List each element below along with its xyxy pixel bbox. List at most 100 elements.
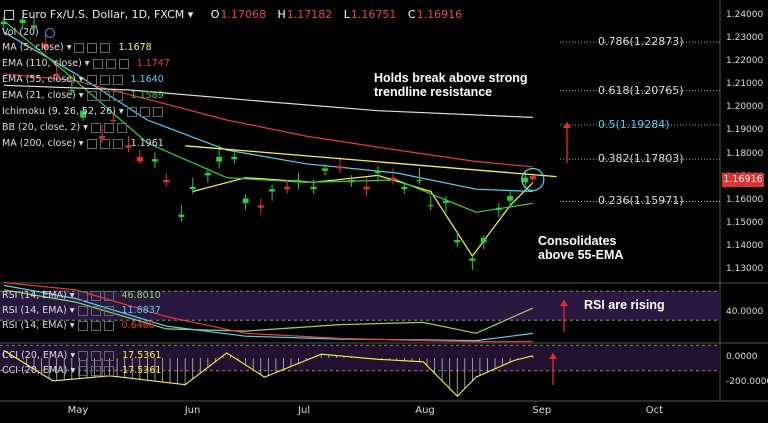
dropdown-icon[interactable]: ▾ [67,350,76,361]
dropdown-icon[interactable]: ▾ [63,42,72,53]
indicator-label: RSI (14, EMA) [2,305,67,316]
indicator-legend-item[interactable]: MA (200, close) ▾ 1.1961 [2,138,164,150]
fib-level-label: 0.618(1.20765) [598,83,684,97]
add-icon[interactable] [91,365,102,376]
add-icon[interactable] [90,290,101,301]
candle [529,176,536,180]
dropdown-icon[interactable]: ▾ [66,320,75,331]
indicator-legend-item[interactable]: EMA (21, close) ▾ 1.1589 [2,90,164,102]
settings-icon[interactable] [77,320,88,331]
trendline [185,145,557,178]
add-icon[interactable] [99,90,110,101]
close-icon[interactable] [152,106,163,117]
add-icon[interactable] [139,106,150,117]
open-value: 1.17068 [220,8,266,21]
cci-line [3,349,533,397]
dropdown-icon[interactable]: ▾ [75,138,84,149]
dropdown-icon[interactable]: ▾ [67,365,76,376]
candle [216,156,223,162]
time-tick-label: Jun [184,405,201,416]
candle [68,89,75,91]
settings-icon[interactable] [86,138,97,149]
candle [110,119,117,122]
add-icon[interactable] [90,320,101,331]
indicator-label: EMA (110, close) [2,58,82,69]
rsi-arrow-head [560,300,568,306]
add-icon[interactable] [99,74,110,85]
dropdown-icon[interactable]: ▾ [80,122,88,133]
settings-icon[interactable] [86,90,97,101]
rsi-legend-item[interactable]: RSI (14, EMA) ▾ 0.6468 [2,320,155,332]
indicator-legend-vol[interactable]: Vol (20) [2,27,55,39]
settings-icon[interactable] [74,42,85,53]
candle [257,205,264,208]
add-icon[interactable] [99,138,110,149]
add-icon[interactable] [105,58,116,69]
settings-icon[interactable] [78,365,89,376]
price-tick-label: 1.21000 [726,79,764,90]
settings-icon[interactable] [90,122,101,133]
dropdown-icon[interactable]: ▾ [66,290,75,301]
time-tick-label: May [67,405,89,416]
dropdown-icon[interactable]: ▾ [81,58,90,69]
dropdown-icon[interactable]: ▾ [187,8,194,21]
dropdown-icon[interactable]: ▾ [75,90,84,101]
price-arrow-head [563,122,571,128]
candle [363,186,370,190]
candle [495,207,502,210]
candle [242,198,249,204]
chart-type-icon[interactable] [4,10,14,20]
cci-arrow-head [549,353,557,359]
cci-legend-item[interactable]: CCI (20, EMA) ▾ 17.5361 [2,365,161,377]
add-icon[interactable] [91,350,102,361]
settings-icon[interactable] [86,74,97,85]
settings-icon[interactable] [77,305,88,316]
add-icon[interactable] [87,42,98,53]
settings-icon[interactable] [77,290,88,301]
cci-tick-label: -200.0000 [726,377,768,388]
eye-icon[interactable] [44,27,55,38]
close-icon[interactable] [100,42,111,53]
settings-icon[interactable] [78,350,89,361]
candle [454,239,461,243]
indicator-legend-item[interactable]: MA (5, close) ▾ 1.1678 [2,42,152,54]
indicator-legend-item[interactable]: BB (20, close, 2) ▾ [2,122,127,134]
close-icon[interactable] [104,365,115,376]
add-icon[interactable] [103,122,114,133]
close-icon[interactable] [104,350,115,361]
dropdown-icon[interactable]: ▾ [115,106,124,117]
indicator-legend-item[interactable]: EMA (55, close) ▾ 1.1640 [2,74,164,86]
candle [151,159,158,162]
annotation-consolidates: Consolidates above 55-EMA [538,234,624,262]
close-icon[interactable] [112,138,123,149]
close-icon[interactable] [116,122,127,133]
close-icon[interactable] [118,58,129,69]
dropdown-icon[interactable]: ▾ [66,305,75,316]
candle [284,186,291,190]
price-tick-label: 1.16000 [726,194,764,205]
close-icon[interactable] [103,305,114,316]
close-icon[interactable] [112,74,123,85]
candle [19,19,26,24]
symbol-title[interactable]: Euro Fx/U.S. Dollar, 1D, FXCM [21,8,185,21]
rsi-line [3,284,533,342]
cci-legend-item[interactable]: CCI (20, EMA) ▾ 17.5361 [2,350,161,362]
candle [42,43,49,49]
indicator-value: 1.1589 [130,90,164,101]
fib-level-label: 0.5(1.19284) [598,117,670,131]
indicator-legend-item[interactable]: Ichimoku (9, 26, 52, 26) ▾ [2,106,163,118]
candle [31,25,38,28]
indicator-legend-item[interactable]: EMA (110, close) ▾ 1.1747 [2,58,170,70]
settings-icon[interactable] [126,106,137,117]
close-icon[interactable] [103,320,114,331]
add-icon[interactable] [90,305,101,316]
close-value: 1.16916 [416,8,463,21]
dropdown-icon[interactable]: ▾ [75,74,84,85]
close-icon[interactable] [112,90,123,101]
rsi-legend-item[interactable]: RSI (14, EMA) ▾ 11.8837 [2,305,161,317]
settings-icon[interactable] [92,58,103,69]
rsi-legend-item[interactable]: RSI (14, EMA) ▾ 46.8010 [2,290,161,302]
close-icon[interactable] [103,290,114,301]
